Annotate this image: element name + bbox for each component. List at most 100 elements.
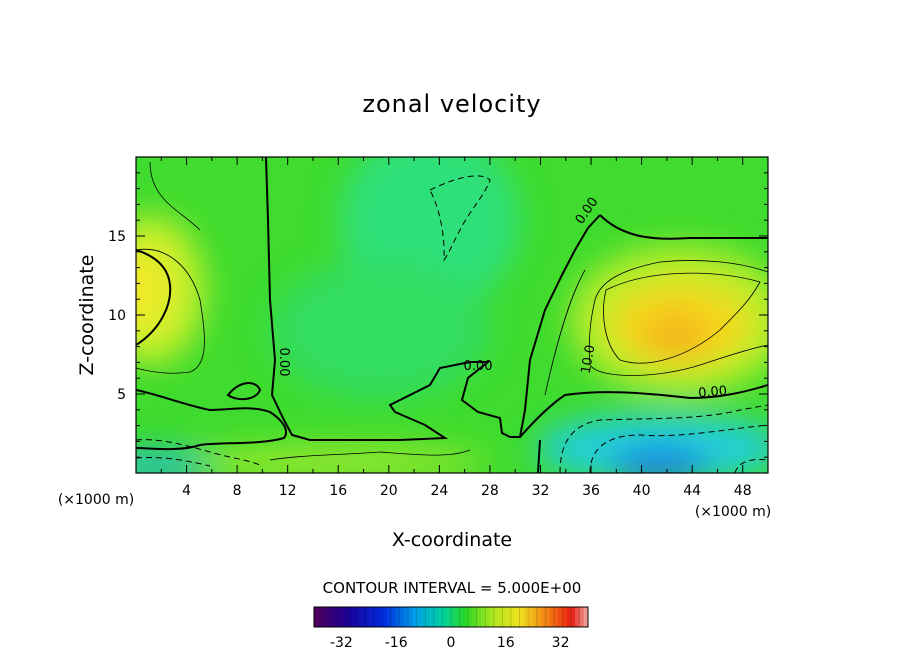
colorbar-swatch bbox=[391, 607, 396, 627]
x-tick-label: 28 bbox=[481, 483, 499, 499]
colorbar-swatch bbox=[536, 607, 542, 627]
x-axis-unit-right: (×1000 m) bbox=[695, 504, 771, 520]
field-mid-negative-region bbox=[270, 260, 490, 400]
colorbar-swatch bbox=[314, 607, 319, 627]
positive-contour-ridge bbox=[544, 269, 586, 396]
colorbar-swatch bbox=[545, 607, 550, 627]
colorbar-swatch bbox=[476, 607, 482, 627]
positive-contour-surface bbox=[269, 449, 471, 461]
plot-area: 0.00 0.00 0.00 10.0 0.00 bbox=[136, 157, 768, 473]
zero-contour-surface bbox=[537, 439, 541, 473]
x-tick-label: 40 bbox=[633, 483, 651, 499]
x-axis-label: X-coordinate bbox=[392, 529, 512, 551]
x-axis-unit-left: (×1000 m) bbox=[58, 492, 134, 508]
colorbar-tick-label: -16 bbox=[385, 635, 408, 651]
field-surface-negative-core bbox=[610, 447, 710, 473]
contour-interval-label: CONTOUR INTERVAL = 5.000E+00 bbox=[323, 579, 582, 597]
x-tick-label: 32 bbox=[532, 483, 550, 499]
colorbar-swatch bbox=[532, 607, 537, 627]
field-east-positive-max bbox=[640, 313, 710, 357]
y-axis-ticks: 5 10 15 bbox=[108, 172, 768, 458]
positive-contour-west bbox=[136, 248, 205, 374]
colorbar-swatch bbox=[553, 607, 559, 627]
colorbar-swatch bbox=[519, 607, 525, 627]
colorbar-swatch bbox=[373, 607, 379, 627]
colorbar-swatch bbox=[386, 607, 392, 627]
colorbar-swatch bbox=[322, 607, 328, 627]
positive-contours bbox=[136, 161, 768, 461]
colorbar-swatch bbox=[549, 607, 555, 627]
colorbar-swatch bbox=[421, 607, 426, 627]
y-axis-label: Z-coordinate bbox=[76, 255, 98, 376]
colorbar-swatch bbox=[540, 607, 546, 627]
colorbar-swatch bbox=[579, 607, 585, 627]
colorbar-swatch bbox=[528, 607, 533, 627]
x-tick-label: 48 bbox=[734, 483, 752, 499]
colorbar-swatch bbox=[369, 607, 375, 627]
colorbar-swatch bbox=[459, 607, 465, 627]
colorbar bbox=[313, 607, 589, 627]
positive-contour-east-inner bbox=[603, 272, 761, 364]
colorbar-tick-label: 32 bbox=[552, 635, 570, 651]
colorbar-swatch bbox=[335, 607, 340, 627]
colorbar-tick-label: -32 bbox=[330, 635, 353, 651]
contour-label: 0.00 bbox=[276, 348, 291, 377]
colorbar-swatch bbox=[348, 607, 353, 627]
zero-contour-lower-east bbox=[519, 384, 768, 438]
field-surface-positive-band bbox=[170, 448, 490, 473]
colorbar-swatch bbox=[378, 607, 383, 627]
zero-contour-vertical bbox=[265, 157, 601, 441]
y-tick-label: 5 bbox=[117, 387, 126, 403]
positive-contour-east bbox=[588, 260, 768, 376]
colorbar-swatch bbox=[343, 607, 349, 627]
colorbar-swatch bbox=[326, 607, 332, 627]
colorbar-swatch bbox=[480, 607, 486, 627]
colorbar-swatch bbox=[451, 607, 456, 627]
colorbar-swatch bbox=[442, 607, 448, 627]
colorbar-swatch bbox=[502, 607, 507, 627]
zero-contour-lower-west bbox=[136, 389, 288, 451]
contour-label: 0.00 bbox=[464, 359, 493, 374]
field-surface-negative-east bbox=[535, 414, 768, 473]
negative-contours bbox=[136, 175, 768, 473]
negative-contour-surface-right bbox=[734, 459, 768, 473]
colorbar-swatch bbox=[455, 607, 460, 627]
colorbar-tick-label: 0 bbox=[447, 635, 456, 651]
y-tick-label: 15 bbox=[108, 229, 126, 245]
colorbar-swatch bbox=[468, 607, 473, 627]
colorbar-swatch bbox=[361, 607, 366, 627]
negative-contour-west bbox=[136, 439, 263, 467]
colorbar-swatch bbox=[425, 607, 430, 627]
contour-label: 10.0 bbox=[579, 344, 599, 375]
colorbar-swatch bbox=[412, 607, 418, 627]
chart-title: zonal velocity bbox=[362, 90, 541, 118]
colorbar-ticks: -32 -16 0 16 32 bbox=[330, 635, 570, 651]
colorbar-swatch bbox=[408, 607, 413, 627]
x-tick-label: 12 bbox=[279, 483, 297, 499]
negative-contour-east-2 bbox=[589, 424, 768, 473]
colorbar-swatch bbox=[515, 607, 520, 627]
colorbar-frame bbox=[313, 606, 589, 628]
field-surface-negative-west bbox=[136, 453, 210, 473]
colorbar-swatch bbox=[510, 607, 516, 627]
x-tick-label: 24 bbox=[430, 483, 448, 499]
colorbar-swatch bbox=[493, 607, 499, 627]
colorbar-swatch bbox=[318, 607, 323, 627]
negative-contour-upper bbox=[429, 175, 491, 262]
x-tick-label: 36 bbox=[582, 483, 600, 499]
colorbar-swatch bbox=[352, 607, 358, 627]
zero-contour-west-bump bbox=[136, 249, 172, 346]
x-tick-label: 20 bbox=[380, 483, 398, 499]
positive-contour-upper-west bbox=[149, 161, 201, 231]
contour-label: 0.00 bbox=[698, 384, 728, 401]
colorbar-swatch bbox=[472, 607, 477, 627]
colorbar-swatch bbox=[523, 607, 529, 627]
colorbar-swatch bbox=[403, 607, 409, 627]
colorbar-swatch bbox=[485, 607, 490, 627]
colorbar-swatch bbox=[570, 607, 576, 627]
x-tick-label: 4 bbox=[182, 483, 191, 499]
x-tick-label: 44 bbox=[683, 483, 701, 499]
x-axis-ticks: 4 8 12 16 20 24 28 32 36 40 44 48 bbox=[160, 157, 752, 499]
color-field bbox=[136, 157, 768, 473]
